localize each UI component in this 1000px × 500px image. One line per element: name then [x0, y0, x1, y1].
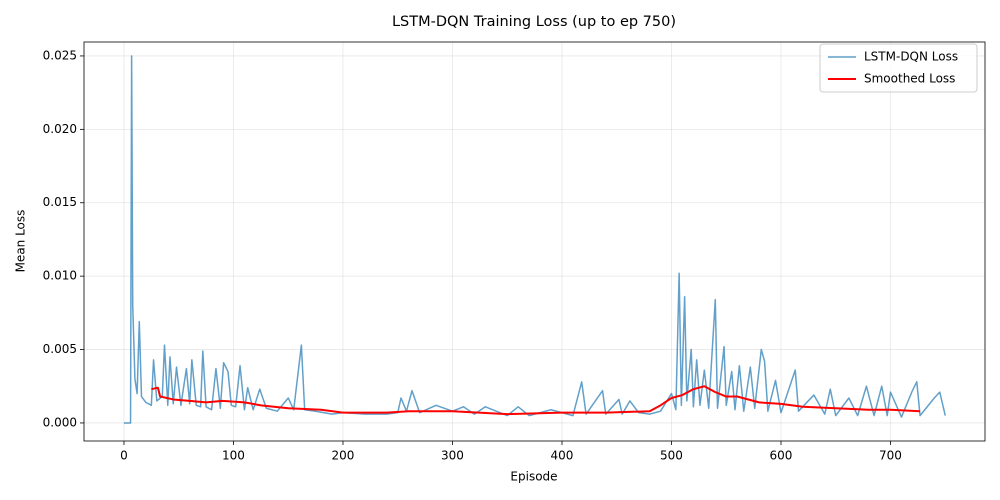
data-line: [123, 55, 946, 424]
y-tick-label: 0.025: [43, 48, 77, 62]
x-tick-label: 500: [660, 449, 683, 463]
x-axis-label: Episode: [510, 470, 557, 484]
legend-label: Smoothed Loss: [864, 72, 955, 86]
x-tick-label: 400: [551, 449, 574, 463]
legend-box: [819, 43, 978, 93]
y-tick-label: 0.020: [43, 122, 77, 136]
x-tick-label: 600: [770, 449, 793, 463]
x-tick-label: 100: [222, 449, 245, 463]
chart-title: LSTM-DQN Training Loss (up to ep 750): [392, 14, 676, 30]
y-axis-label: Mean Loss: [14, 210, 28, 273]
data-line: [151, 385, 921, 416]
x-tick-label: 300: [441, 449, 464, 463]
y-tick-label: 0.015: [43, 195, 77, 209]
x-tick-label: 700: [879, 449, 902, 463]
plot-frame: [83, 41, 986, 442]
legend-label: LSTM-DQN Loss: [864, 50, 958, 64]
x-tick-label: 0: [120, 449, 128, 463]
x-tick-label: 200: [332, 449, 355, 463]
y-tick-label: 0.005: [43, 342, 77, 356]
y-tick-label: 0.000: [43, 415, 77, 429]
y-tick-label: 0.010: [43, 269, 77, 283]
